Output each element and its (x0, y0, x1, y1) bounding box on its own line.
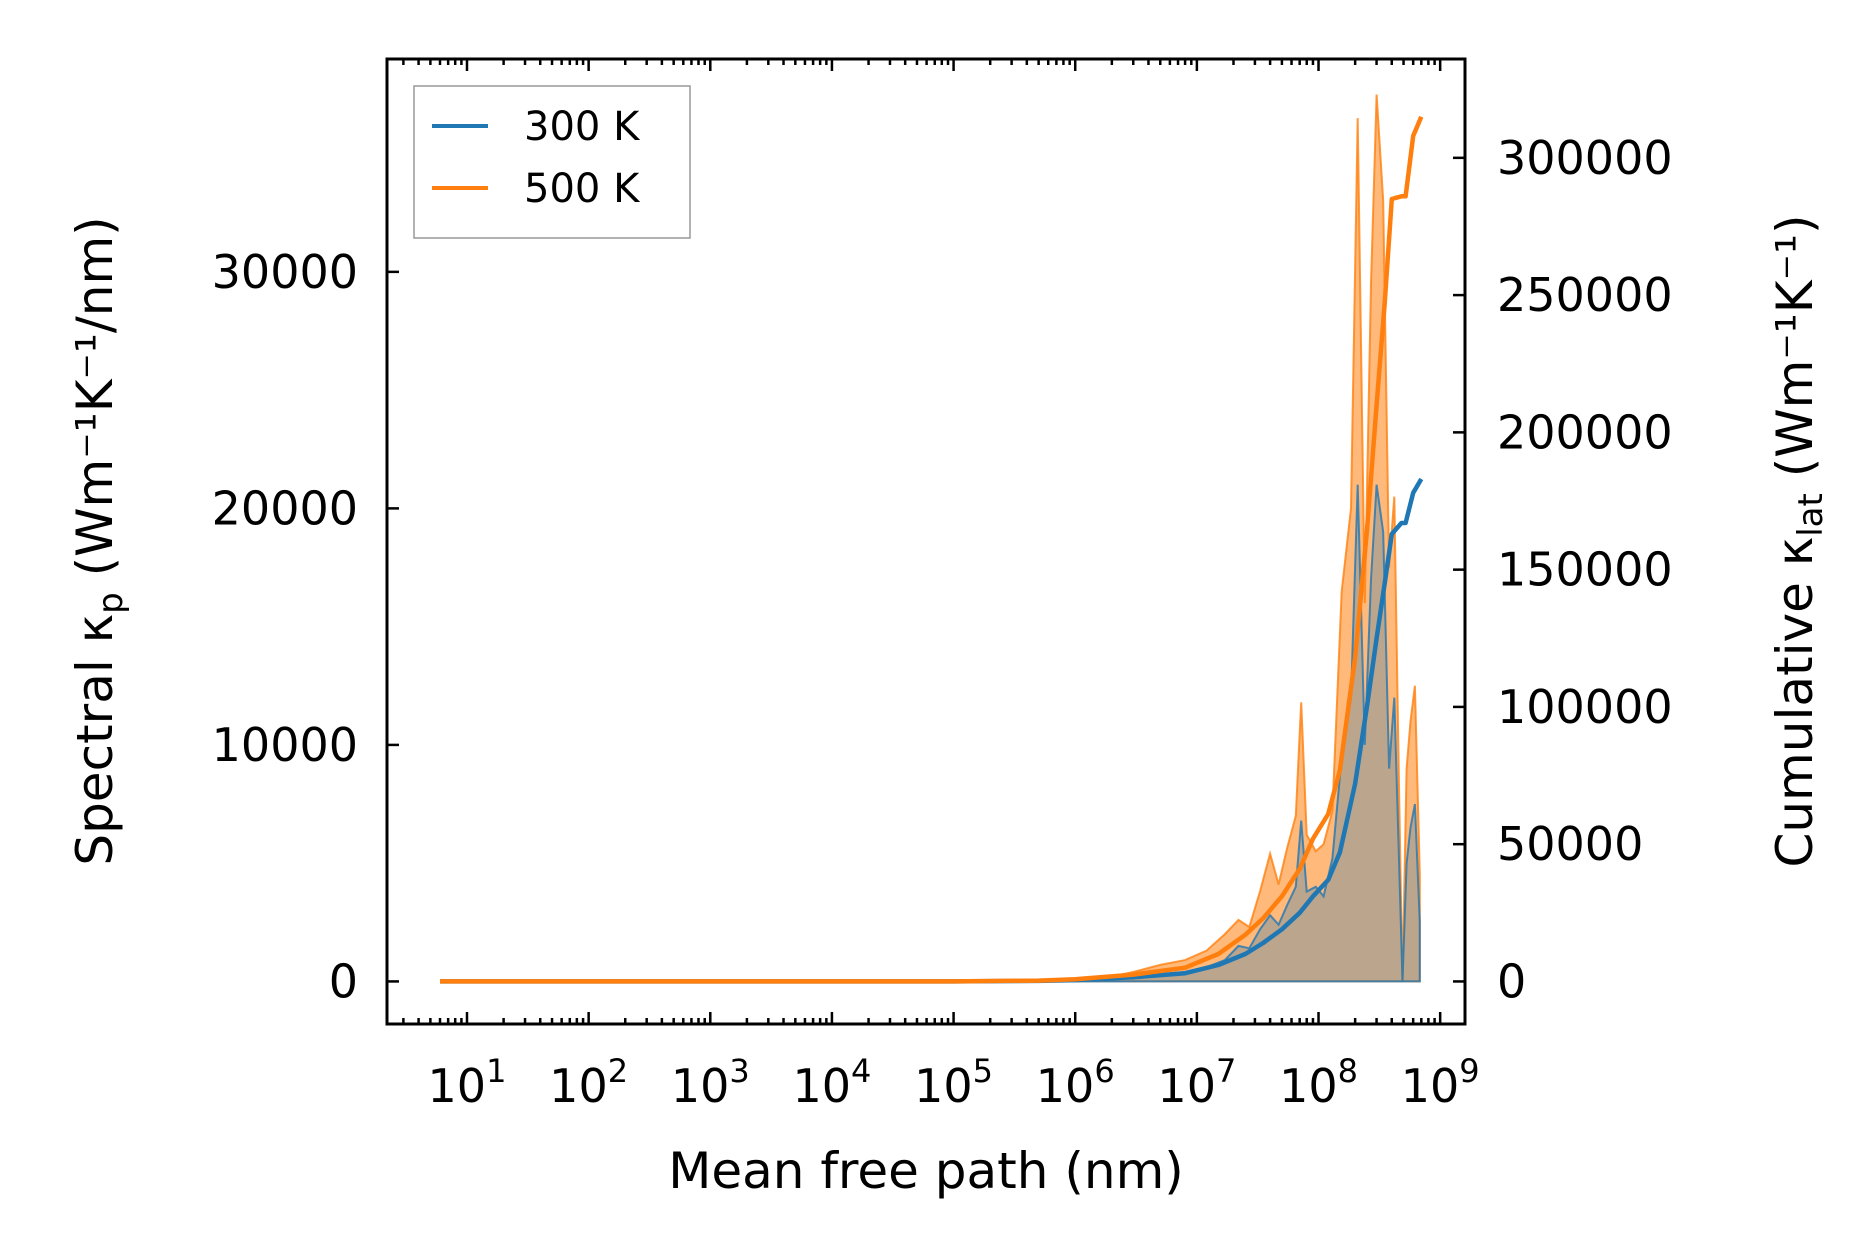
y-right-axis-label: Cumulative κlat (Wm⁻¹K⁻¹) (1766, 214, 1831, 867)
x-tick-label: 107 (1157, 1052, 1236, 1113)
x-tick-exp: 5 (973, 1052, 993, 1090)
legend-box (413, 85, 691, 239)
y-left-axis-label: Spectral κp (Wm⁻¹K⁻¹/nm) (66, 216, 131, 865)
y-left-axis: 0 10000 20000 30000 (212, 245, 399, 1008)
x-tick-base: 10 (1401, 1059, 1460, 1113)
x-tick-label: 106 (1036, 1052, 1115, 1113)
x-tick-label: 108 (1279, 1052, 1358, 1113)
x-tick-base: 10 (792, 1059, 851, 1113)
y-left-label-base: Spectral κ (66, 614, 124, 866)
legend-label-300k: 300 K (524, 104, 641, 150)
y-left-label-sub: p (91, 592, 131, 614)
x-tick-exp: 1 (486, 1052, 506, 1090)
x-tick-base: 10 (428, 1059, 487, 1113)
x-tick-base: 10 (1036, 1059, 1095, 1113)
cumulative-500k-line (440, 115, 1424, 984)
x-tick-base: 10 (914, 1059, 973, 1113)
y-left-tick-label: 10000 (212, 718, 358, 772)
legend: 300 K 500 K (413, 85, 691, 239)
x-tick-exp: 3 (729, 1052, 749, 1090)
y-right-axis: 0 50000 100000 150000 200000 250000 300000 (1453, 131, 1673, 1008)
x-tick-base: 10 (1279, 1059, 1338, 1113)
x-tick-exp: 8 (1338, 1052, 1358, 1090)
x-tick-label: 103 (671, 1052, 750, 1113)
x-tick-label: 102 (549, 1052, 628, 1113)
x-tick-label: 101 (428, 1052, 507, 1113)
x-tick-base: 10 (1157, 1059, 1216, 1113)
y-right-label-base: Cumulative κ (1766, 537, 1824, 868)
x-tick-label: 104 (792, 1052, 871, 1113)
y-right-tick-label: 50000 (1497, 817, 1643, 871)
x-tick-exp: 6 (1094, 1052, 1114, 1090)
x-tick-exp: 4 (851, 1052, 871, 1090)
x-tick-label: 109 (1401, 1052, 1480, 1113)
x-tick-exp: 2 (608, 1052, 628, 1090)
y-right-label-sub: lat (1791, 493, 1831, 537)
x-tick-exp: 9 (1459, 1052, 1479, 1090)
x-tick-label: 105 (914, 1052, 993, 1113)
x-tick-base: 10 (671, 1059, 730, 1113)
x-axis: 101 102 103 104 105 106 107 108 109 (402, 59, 1480, 1113)
x-axis-label: Mean free path (nm) (668, 1142, 1184, 1200)
y-right-tick-label: 250000 (1497, 268, 1673, 322)
cumulative-lines (440, 115, 1424, 984)
y-left-tick-label: 30000 (212, 245, 358, 299)
y-left-label-units: (Wm⁻¹K⁻¹/nm) (66, 216, 124, 592)
x-tick-base: 10 (549, 1059, 608, 1113)
legend-label-500k: 500 K (524, 166, 641, 212)
y-right-tick-label: 100000 (1497, 680, 1673, 734)
y-right-tick-label: 300000 (1497, 131, 1673, 185)
y-right-tick-label: 0 (1497, 954, 1526, 1008)
y-right-tick-label: 200000 (1497, 405, 1673, 459)
y-left-tick-label: 20000 (212, 481, 358, 535)
x-tick-exp: 7 (1216, 1052, 1236, 1090)
y-left-tick-label: 0 (329, 954, 358, 1008)
y-right-label-units: (Wm⁻¹K⁻¹) (1766, 214, 1824, 493)
y-right-tick-label: 150000 (1497, 543, 1673, 597)
